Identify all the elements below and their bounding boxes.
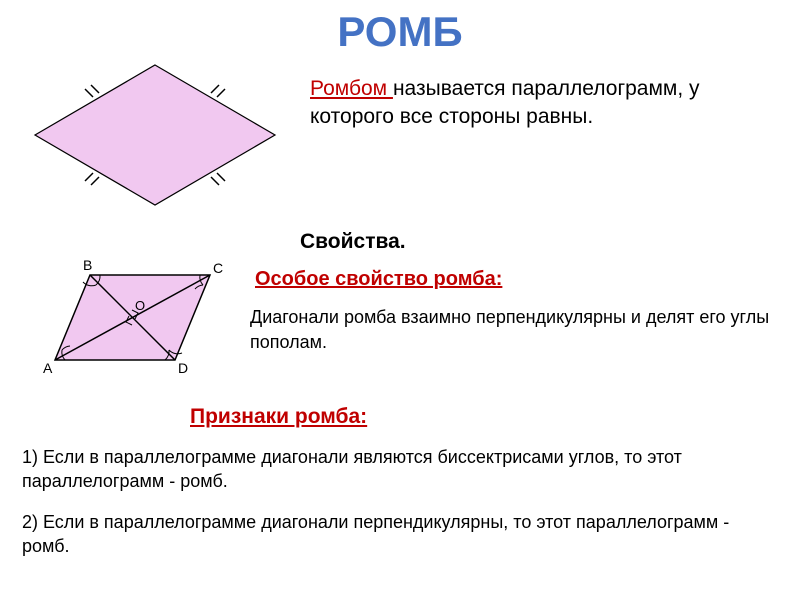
vertex-b-label: B xyxy=(83,257,92,273)
vertex-a-label: A xyxy=(43,360,53,376)
special-property-heading: Особое свойство ромба: xyxy=(255,268,502,291)
criteria-heading: Признаки ромба: xyxy=(190,405,367,429)
vertex-d-label: D xyxy=(178,360,188,376)
special-property-text: Диагонали ромба взаимно перпендикулярны … xyxy=(250,305,780,355)
center-o-label: O xyxy=(135,298,145,313)
vertex-c-label: C xyxy=(213,260,223,276)
rhombus-figure xyxy=(25,55,285,215)
definition-text: Ромбом называется параллелограмм, у кото… xyxy=(310,75,780,132)
rhombus-diagram: B C A D O xyxy=(35,255,230,380)
criteria-item-2: 2) Если в параллелограмме диагонали перп… xyxy=(22,510,772,559)
definition-term: Ромбом xyxy=(310,77,393,100)
criteria-item-1: 1) Если в параллелограмме диагонали явля… xyxy=(22,445,772,494)
page-title: РОМБ xyxy=(0,8,800,56)
properties-heading: Свойства. xyxy=(300,230,406,254)
